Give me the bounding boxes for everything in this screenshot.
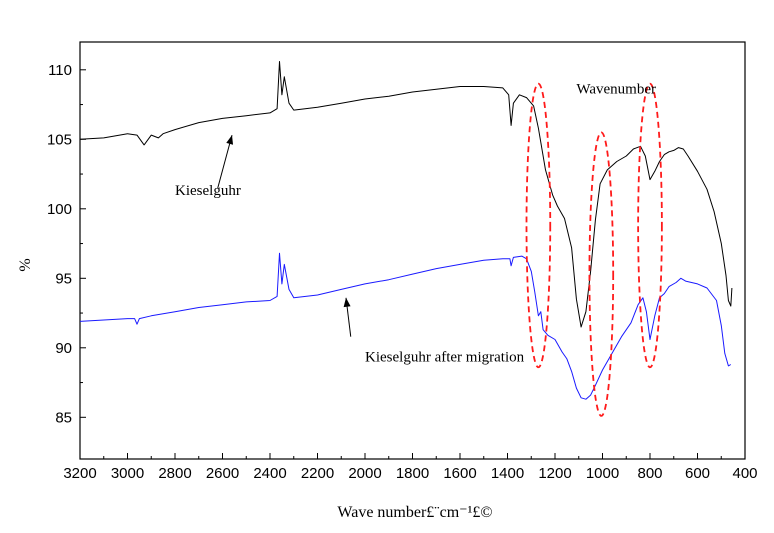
y-tick-label: 100 bbox=[47, 201, 72, 218]
x-tick-label: 400 bbox=[732, 465, 757, 482]
series-line-1 bbox=[79, 61, 733, 328]
annotation-arrow-head bbox=[343, 297, 351, 308]
annotation-arrow-head bbox=[226, 135, 234, 145]
x-tick-label: 2600 bbox=[206, 465, 239, 482]
x-tick-label: 1800 bbox=[396, 465, 429, 482]
x-tick-label: 2000 bbox=[348, 465, 381, 482]
y-tick-label: 90 bbox=[55, 340, 72, 357]
x-tick-label: 1400 bbox=[491, 465, 524, 482]
y-tick-label: 105 bbox=[47, 131, 72, 148]
x-tick-label: 3000 bbox=[111, 465, 144, 482]
y-axis-title: % bbox=[17, 258, 34, 271]
x-axis-title: Wave number£¨cm⁻¹£© bbox=[337, 504, 492, 521]
x-tick-label: 2200 bbox=[301, 465, 334, 482]
y-tick-label: 110 bbox=[48, 62, 72, 79]
y-tick-label: 85 bbox=[55, 409, 72, 426]
x-tick-label: 2400 bbox=[253, 465, 286, 482]
x-tick-label: 1000 bbox=[586, 465, 619, 482]
plot-frame bbox=[79, 41, 746, 460]
plot-layer: 3200 3000 2800 2600 2400 2200 2000 1800 1600 1400… bbox=[47, 41, 758, 482]
x-tick-label: 3200 bbox=[63, 465, 96, 482]
highlight-ellipse bbox=[525, 82, 552, 369]
annotation-label: Wavenumber bbox=[576, 81, 656, 97]
annotation-label: Kieselguhr bbox=[175, 183, 241, 199]
series-line-2 bbox=[79, 252, 732, 400]
annotation-arrow-shaft bbox=[217, 134, 233, 189]
x-tick-label: 1600 bbox=[443, 465, 476, 482]
highlight-ellipse bbox=[588, 131, 615, 417]
x-tick-label: 1200 bbox=[538, 465, 571, 482]
x-tick-label: 2800 bbox=[158, 465, 191, 482]
highlight-ellipse bbox=[637, 82, 663, 369]
annotation-label: Kieselguhr after migration bbox=[365, 350, 525, 366]
x-tick-label: 800 bbox=[637, 465, 662, 482]
y-tick-label: 95 bbox=[55, 270, 72, 287]
x-tick-label: 600 bbox=[685, 465, 710, 482]
